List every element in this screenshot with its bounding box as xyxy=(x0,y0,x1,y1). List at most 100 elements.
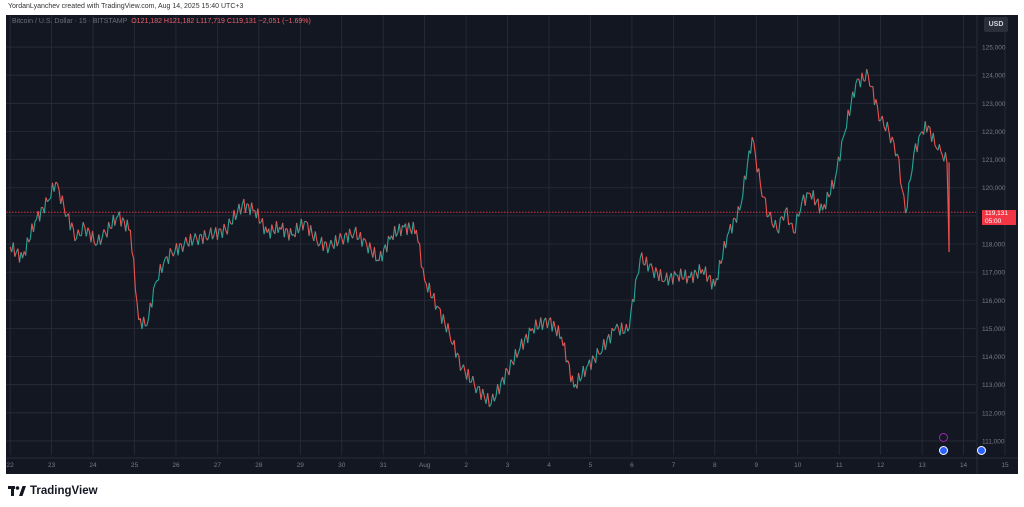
price-candle xyxy=(947,189,949,220)
us-flag-event-icon[interactable] xyxy=(939,446,948,455)
price-candle xyxy=(535,319,538,330)
price-candle xyxy=(845,109,849,128)
price-candle xyxy=(906,182,910,209)
price-candle xyxy=(590,355,594,370)
price-candle xyxy=(786,207,790,225)
price-candle xyxy=(419,243,422,268)
x-tick-label: 4 xyxy=(547,462,551,469)
price-candle xyxy=(746,150,750,164)
price-candle xyxy=(488,404,492,408)
price-candle xyxy=(25,237,28,256)
price-candle xyxy=(596,348,600,354)
price-candle xyxy=(859,72,863,88)
y-tick-label: 121,000 xyxy=(982,157,1006,164)
price-candle xyxy=(783,210,786,221)
x-tick-label: 11 xyxy=(836,462,843,469)
price-candle xyxy=(751,136,755,143)
price-candle xyxy=(498,381,502,395)
price-candle xyxy=(307,222,310,237)
price-candle xyxy=(601,339,605,352)
price-candle xyxy=(356,238,360,241)
price-candle xyxy=(193,233,196,241)
bar-countdown: 05:00 xyxy=(985,217,1002,225)
price-candle xyxy=(635,275,638,281)
symbol-legend[interactable]: Bitcoin / U.S. Dollar · 15 · BITSTAMP O1… xyxy=(12,18,311,25)
price-candle xyxy=(29,223,33,239)
price-candle xyxy=(134,289,138,303)
price-candle xyxy=(508,359,512,376)
chart-canvas[interactable]: 125,000 124,000 123,000 122,000 121,000 120,0… xyxy=(6,15,1018,474)
price-candle xyxy=(726,231,730,236)
price-candle xyxy=(799,201,803,212)
price-candle xyxy=(564,342,567,363)
price-candle xyxy=(579,377,583,382)
price-candle xyxy=(628,311,632,329)
price-candle xyxy=(261,218,265,235)
currency-button[interactable]: USD xyxy=(984,17,1008,32)
price-candle xyxy=(944,152,948,163)
price-candle xyxy=(108,221,111,229)
price-candle xyxy=(493,396,497,402)
price-candle xyxy=(576,372,580,389)
price-candle xyxy=(692,269,696,284)
price-candle xyxy=(435,305,438,310)
price-candle xyxy=(169,248,173,253)
price-candle xyxy=(28,238,31,243)
price-candle xyxy=(513,349,516,366)
price-candle xyxy=(458,355,461,371)
price-candle xyxy=(289,228,293,236)
event-marker-icon[interactable] xyxy=(939,433,948,442)
price-candle xyxy=(568,364,572,383)
price-candle xyxy=(318,243,321,247)
price-candle xyxy=(347,228,351,243)
us-flag-event-icon[interactable] xyxy=(977,446,986,455)
price-candle xyxy=(99,237,103,245)
price-candle xyxy=(172,251,176,257)
price-candle xyxy=(633,280,637,302)
logo-text: TradingView xyxy=(30,485,98,497)
price-candle xyxy=(235,212,238,220)
price-candle xyxy=(369,242,372,251)
price-candle xyxy=(75,229,79,239)
x-tick-label: 24 xyxy=(89,462,97,469)
price-candle xyxy=(553,320,556,329)
price-candle xyxy=(285,227,288,230)
price-candle xyxy=(115,215,119,219)
price-candle xyxy=(231,209,235,225)
price-candle xyxy=(533,319,537,334)
price-chart[interactable]: 125,000 124,000 123,000 122,000 121,000 120,0… xyxy=(6,15,1018,474)
price-candle xyxy=(275,221,279,233)
price-candle xyxy=(875,99,879,108)
price-candle xyxy=(373,247,377,262)
price-candle xyxy=(722,241,725,258)
price-candle xyxy=(560,336,564,347)
price-candle xyxy=(659,269,663,282)
price-candle xyxy=(207,235,210,241)
y-tick-label: 116,000 xyxy=(982,298,1005,305)
price-candle xyxy=(223,223,227,231)
price-candle xyxy=(527,327,530,344)
price-candle xyxy=(864,69,868,82)
price-candle xyxy=(585,364,589,369)
price-candle xyxy=(545,317,548,329)
price-candle xyxy=(764,198,768,218)
price-candle xyxy=(338,233,341,242)
price-candle xyxy=(400,225,403,237)
price-candle xyxy=(367,242,371,254)
price-candle xyxy=(595,348,598,364)
price-candle xyxy=(582,365,586,377)
price-candle xyxy=(877,107,880,122)
tradingview-logo[interactable]: TradingView xyxy=(8,484,98,498)
price-candle xyxy=(653,267,657,279)
x-tick-label: 22 xyxy=(7,462,15,469)
price-candle xyxy=(918,133,921,138)
price-candle xyxy=(381,248,385,262)
price-candle xyxy=(731,218,735,234)
price-candle xyxy=(194,233,198,239)
price-candle xyxy=(95,243,98,246)
x-tick-label: 10 xyxy=(794,462,802,469)
price-candle xyxy=(240,204,243,215)
x-tick-label: 14 xyxy=(960,462,968,469)
price-candle xyxy=(788,222,791,226)
price-candle xyxy=(394,226,397,237)
